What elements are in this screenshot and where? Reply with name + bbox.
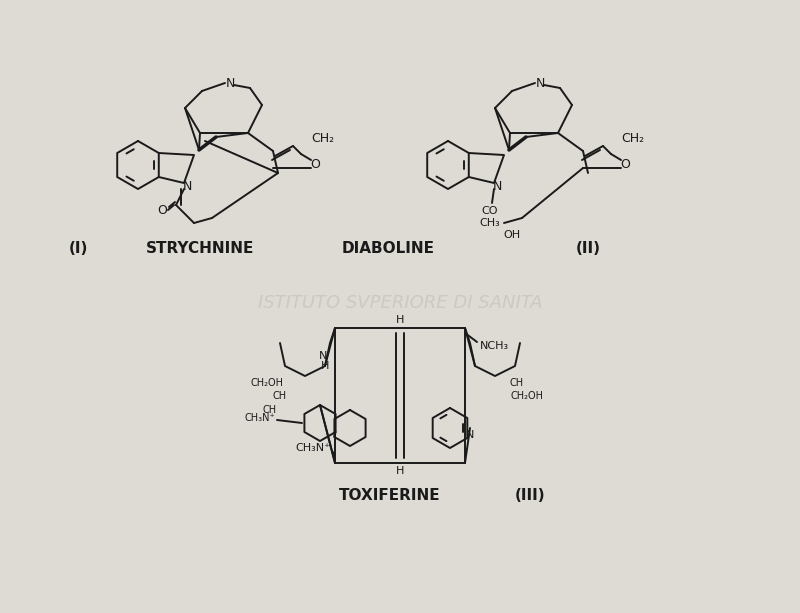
Text: CH₃: CH₃ (480, 218, 500, 228)
Text: STRYCHNINE: STRYCHNINE (146, 240, 254, 256)
Text: CH: CH (510, 378, 524, 388)
Text: N: N (492, 180, 502, 192)
Text: CH₂: CH₂ (621, 132, 644, 145)
Text: CH₃N⁺: CH₃N⁺ (295, 443, 330, 453)
Text: O: O (157, 204, 167, 216)
Text: N: N (226, 77, 234, 89)
Text: N: N (466, 430, 474, 440)
Text: N: N (182, 180, 192, 192)
Text: CO: CO (482, 206, 498, 216)
Text: O: O (310, 158, 320, 170)
Text: CH₃N⁺: CH₃N⁺ (244, 413, 275, 423)
Text: O: O (620, 158, 630, 170)
Text: CH₂: CH₂ (311, 132, 334, 145)
Text: H: H (396, 315, 404, 325)
Text: (III): (III) (514, 487, 546, 503)
Text: CH: CH (263, 405, 277, 415)
Text: H: H (396, 466, 404, 476)
Text: CH₂OH: CH₂OH (250, 378, 283, 388)
Text: DIABOLINE: DIABOLINE (342, 240, 434, 256)
Text: NCH₃: NCH₃ (480, 341, 509, 351)
Text: CH₂OH: CH₂OH (510, 391, 543, 401)
Text: TOXIFERINE: TOXIFERINE (339, 487, 441, 503)
Text: N: N (535, 77, 545, 89)
Text: (II): (II) (575, 240, 601, 256)
Text: OH: OH (503, 230, 521, 240)
Text: H: H (321, 361, 329, 371)
Text: CH: CH (273, 391, 287, 401)
Text: (I): (I) (68, 240, 88, 256)
Text: N: N (318, 351, 327, 361)
Text: ISTITUTO SVPERIORE DI SANITA: ISTITUTO SVPERIORE DI SANITA (258, 294, 542, 312)
